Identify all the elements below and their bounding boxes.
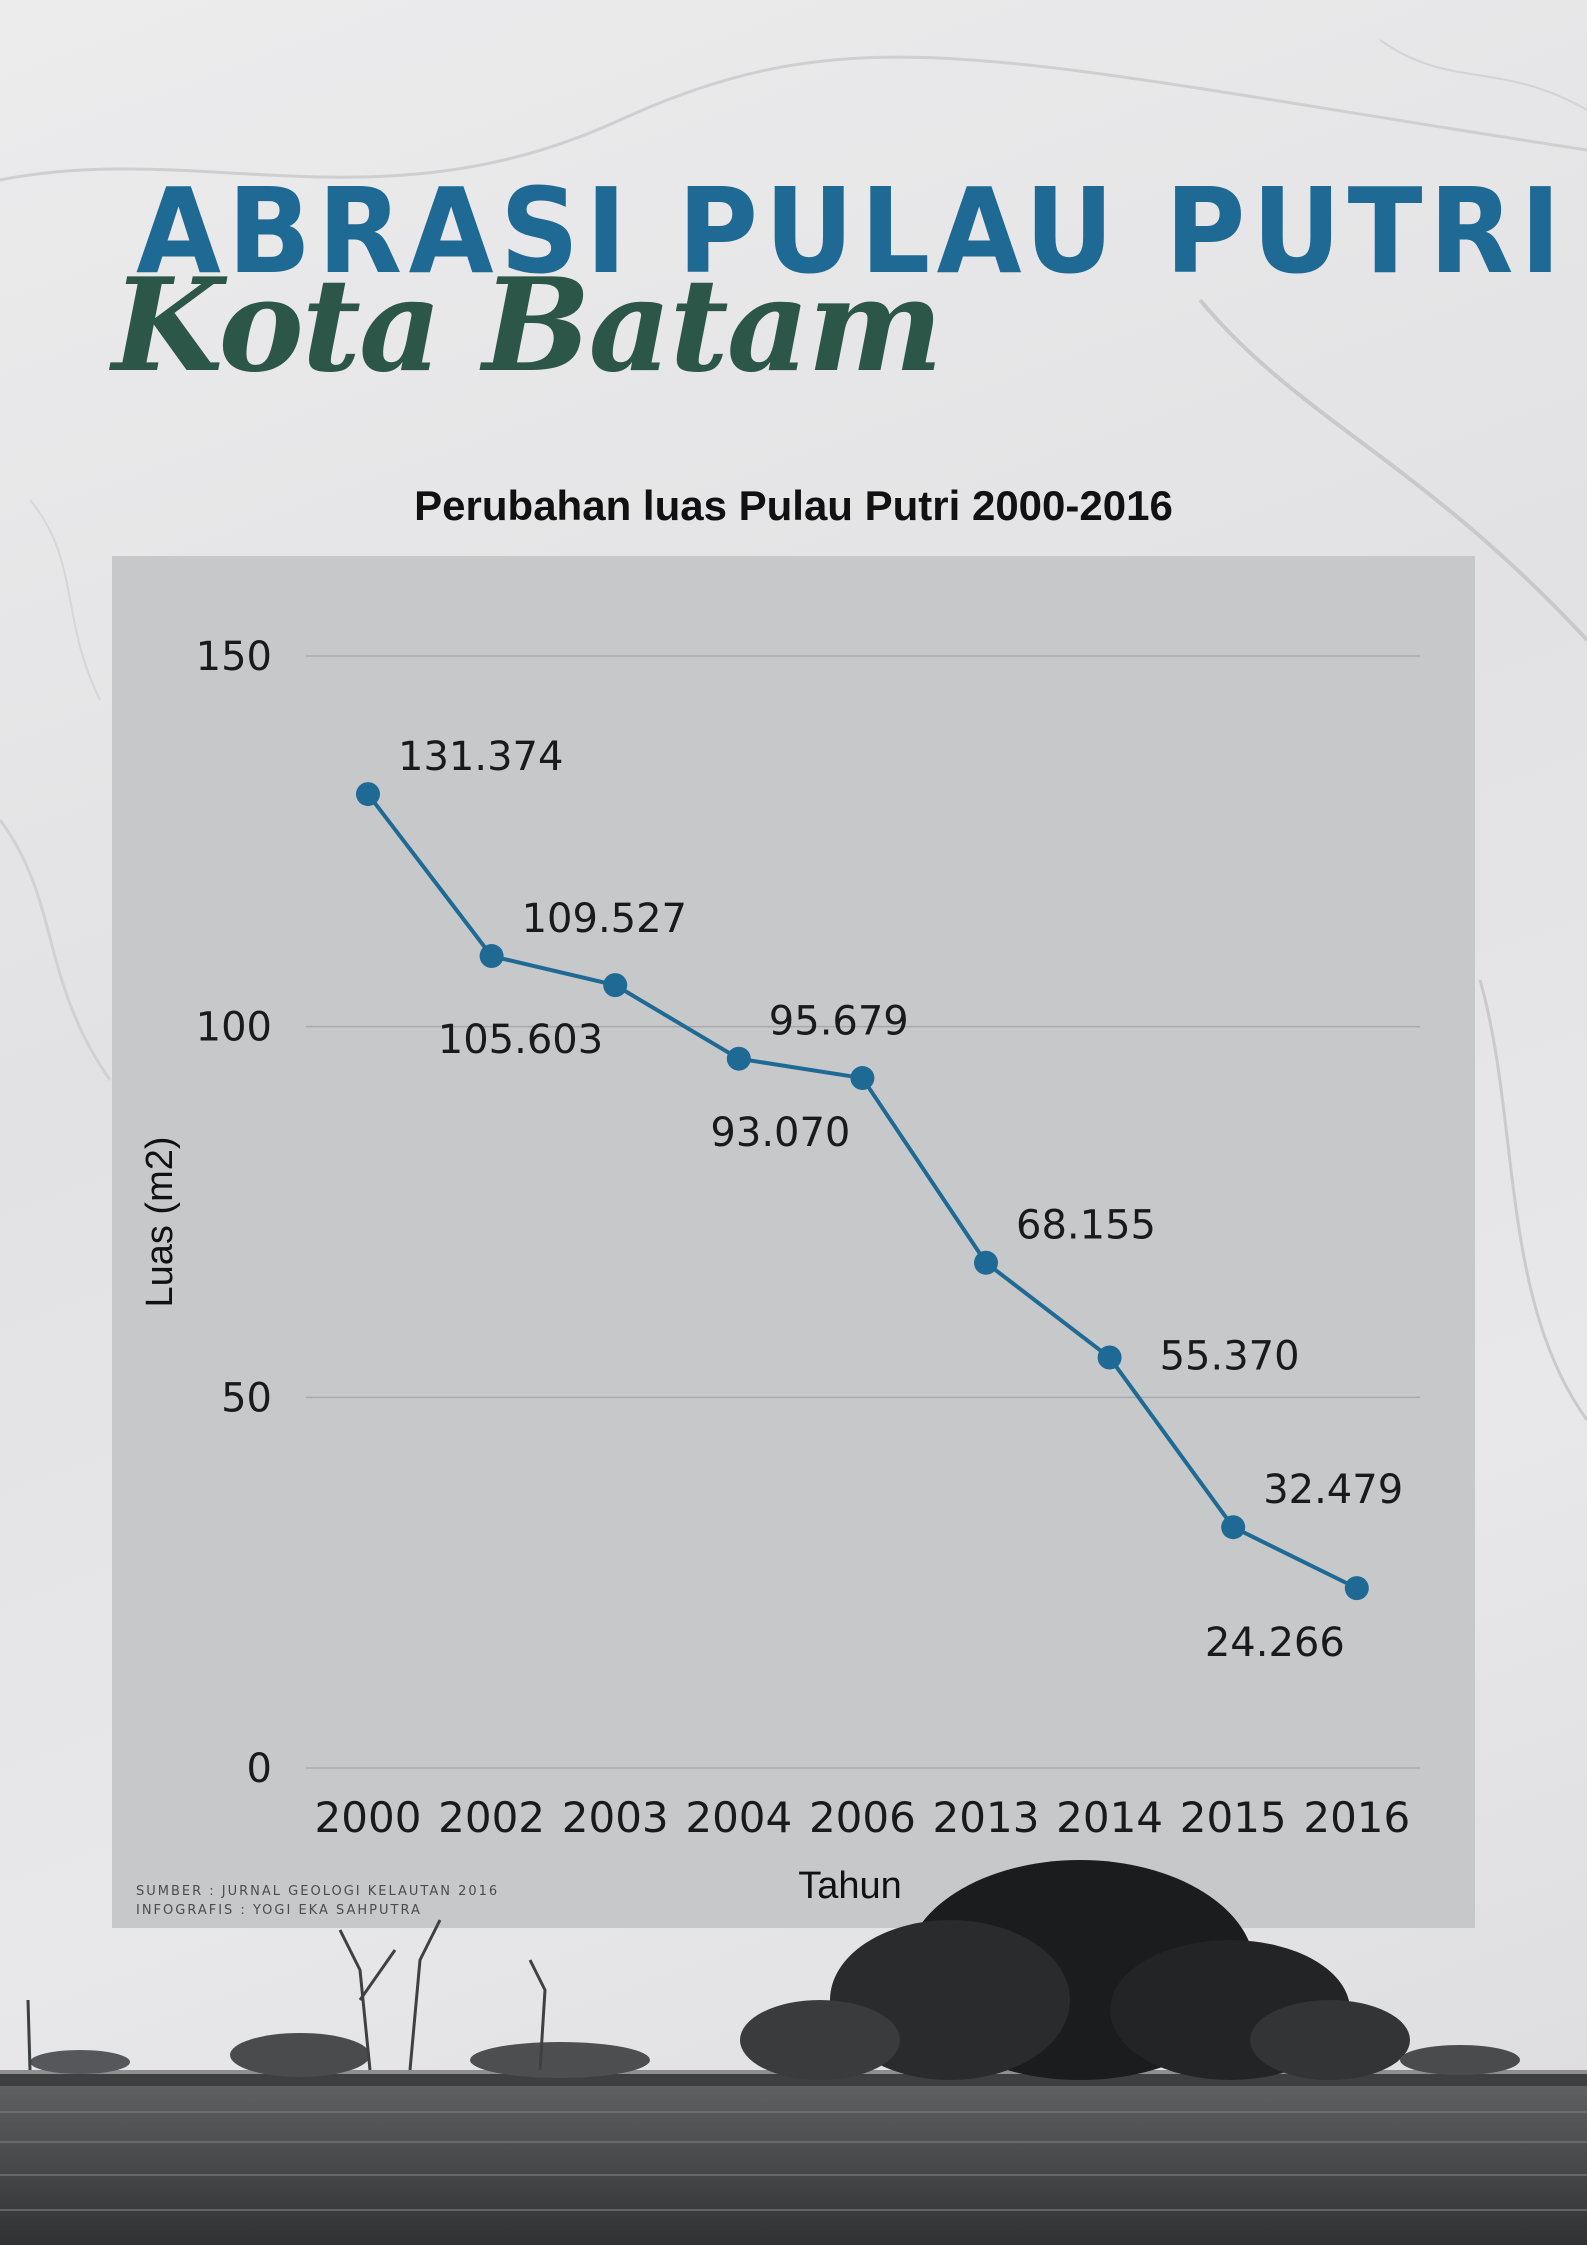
- data-label: 32.479: [1263, 1467, 1403, 1513]
- data-point: [1097, 1345, 1122, 1370]
- data-label: 105.603: [438, 1017, 603, 1063]
- y-axis-title: Luas (m2): [139, 1136, 181, 1307]
- x-tick-label: 2006: [809, 1793, 916, 1842]
- data-point: [850, 1066, 875, 1091]
- data-point: [479, 944, 504, 969]
- gridlines: [306, 655, 1420, 1769]
- y-tick-label: 0: [247, 1746, 272, 1792]
- data-label: 55.370: [1160, 1334, 1300, 1380]
- y-tick-label: 50: [221, 1375, 272, 1421]
- data-point: [1221, 1515, 1246, 1540]
- x-tick-label: 2013: [933, 1793, 1040, 1842]
- x-tick-label: 2002: [438, 1793, 545, 1842]
- data-point: [1344, 1576, 1369, 1601]
- series-line: [366, 792, 1358, 1590]
- y-tick-label: 100: [196, 1005, 272, 1051]
- y-axis-ticks: 0 50 100 150: [196, 634, 272, 1792]
- x-tick-label: 2016: [1303, 1793, 1410, 1842]
- infographic-title: ABRASI PULAU PUTRI: [136, 162, 1568, 300]
- data-label: 68.155: [1016, 1203, 1156, 1249]
- data-label: 95.679: [769, 999, 909, 1045]
- x-tick-label: 2000: [315, 1793, 422, 1842]
- data-point: [603, 973, 628, 998]
- source-line: SUMBER : JURNAL GEOLOGI KELAUTAN 2016: [136, 1884, 500, 1899]
- data-label: 24.266: [1205, 1620, 1345, 1666]
- x-axis-title: Tahun: [798, 1865, 902, 1907]
- data-labels: 131.374 109.527 105.603 95.679 93.070 68.155 5…: [398, 734, 1403, 1666]
- data-label: 131.374: [398, 734, 563, 780]
- island-photo: [0, 1860, 1587, 2245]
- chart-panel: 0 50 100 150 2000 2002 2003 2004 2006 2013 2014 20…: [112, 556, 1475, 1928]
- credit-line: INFOGRAFIS : YOGI EKA SAHPUTRA: [136, 1903, 422, 1918]
- y-tick-label: 150: [196, 634, 272, 680]
- source-credit: SUMBER : JURNAL GEOLOGI KELAUTAN 2016 IN…: [136, 1882, 499, 1920]
- x-tick-label: 2015: [1180, 1793, 1287, 1842]
- x-tick-label: 2014: [1056, 1793, 1163, 1842]
- data-point: [356, 782, 380, 807]
- data-point: [974, 1250, 998, 1275]
- chart-title: Perubahan luas Pulau Putri 2000-2016: [414, 482, 1173, 529]
- data-point: [726, 1046, 751, 1071]
- data-label: 109.527: [522, 896, 687, 942]
- series-luas: [356, 782, 1369, 1601]
- x-tick-label: 2003: [562, 1793, 669, 1842]
- infographic-subtitle: Kota Batam: [112, 251, 943, 401]
- data-label: 93.070: [710, 1110, 850, 1156]
- x-tick-label: 2004: [685, 1793, 792, 1842]
- x-axis-ticks: 2000 2002 2003 2004 2006 2013 2014 2015 2016: [315, 1793, 1411, 1842]
